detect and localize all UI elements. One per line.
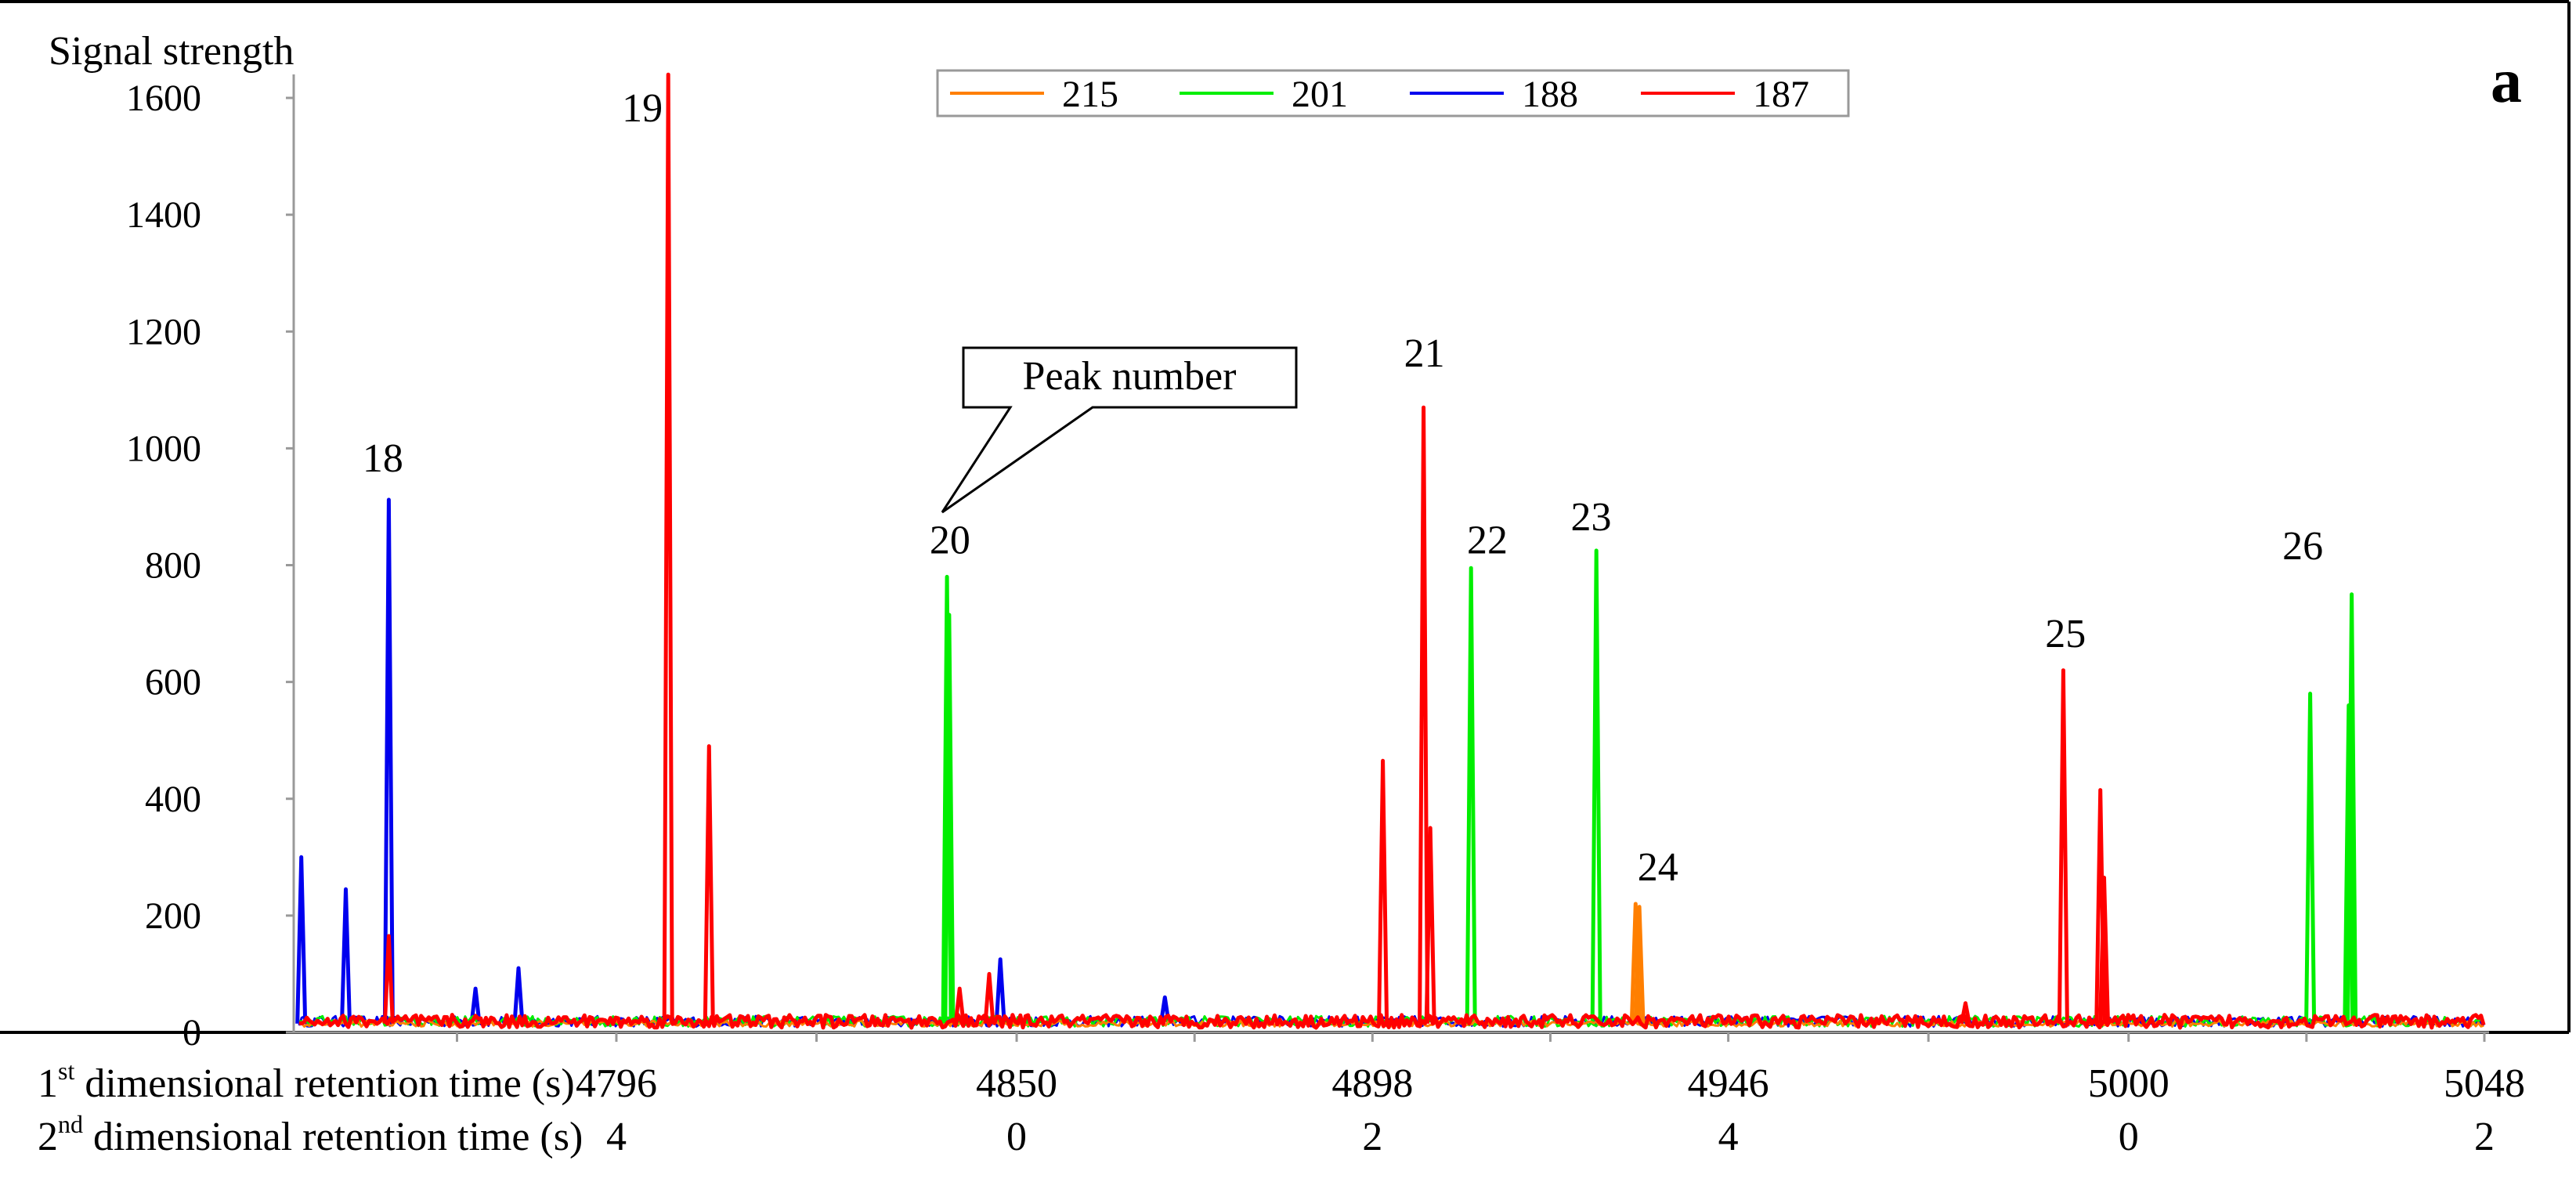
legend-label-187: 187 — [1753, 74, 1809, 115]
series-201-peak — [1465, 566, 1477, 1024]
y-axis-title: Signal strength — [49, 29, 294, 74]
traces — [295, 72, 2486, 1030]
series-187-peak — [2057, 668, 2069, 1024]
peak-label-18: 18 — [363, 436, 403, 481]
x-tick-label-row-1: 4946 — [1688, 1061, 1769, 1106]
series-187-peak — [1960, 1001, 1971, 1025]
legend-label-215: 215 — [1062, 74, 1118, 115]
series-187-peak — [382, 934, 395, 1024]
series-201-peak — [1590, 548, 1602, 1024]
series-188-peak — [994, 957, 1006, 1024]
series-201-peak — [2346, 592, 2358, 1024]
panel-letter: a — [2491, 47, 2522, 116]
x-tick-label-row-2: 0 — [1006, 1115, 1027, 1159]
callout-bubble — [941, 346, 1298, 514]
y-tick-label: 1200 — [126, 311, 201, 352]
legend-label-188: 188 — [1522, 74, 1578, 115]
series-187-peak — [2098, 875, 2110, 1024]
series-188-peak — [512, 966, 525, 1024]
x-tick-label-row-1: 4796 — [576, 1061, 657, 1106]
series-187-peak — [662, 72, 674, 1024]
series-187-baseline — [298, 1013, 2486, 1030]
series-187-peak — [953, 986, 966, 1025]
x-tick-label-row-2: 0 — [2119, 1115, 2139, 1159]
x-tick-label-row-2: 4 — [606, 1115, 627, 1159]
y-tick-label: 200 — [145, 895, 201, 937]
series-188-peak — [295, 855, 308, 1024]
series-187-peak — [1418, 405, 1430, 1024]
y-tick-label: 1600 — [126, 78, 201, 119]
y-tick-label: 1400 — [126, 194, 201, 236]
peak-label-19: 19 — [622, 86, 663, 131]
peak-label-20: 20 — [930, 519, 970, 563]
series-188-peak — [382, 497, 395, 1024]
y-tick-label: 0 — [182, 1012, 201, 1054]
legend: 215 201 188 187 — [936, 69, 1850, 117]
x-tick-marks — [455, 1032, 2486, 1042]
y-tick-label: 600 — [145, 662, 201, 703]
peak-number-callout: Peak number — [941, 346, 1298, 514]
x-axis-title-row-1: 1st dimensional retention time (s) — [38, 1057, 575, 1106]
x-tick-label-row-2: 2 — [1362, 1115, 1382, 1159]
x-tick-label-row-1: 5048 — [2444, 1061, 2525, 1106]
series-201-peak — [943, 613, 956, 1024]
x-axis-rows: 1st dimensional retention time (s) 4796 48… — [38, 1057, 2525, 1159]
series-187-peak — [983, 971, 995, 1024]
series-215-peak — [1633, 905, 1646, 1024]
peak-label-23: 23 — [1571, 495, 1612, 540]
y-tick-label: 800 — [145, 545, 201, 587]
series-188-peak — [469, 986, 482, 1025]
peak-label-26: 26 — [2282, 524, 2323, 569]
legend-label-201: 201 — [1292, 74, 1348, 115]
x-tick-label-row-1: 4898 — [1331, 1061, 1413, 1106]
y-tick-label: 1000 — [126, 428, 201, 469]
peak-label-21: 21 — [1404, 331, 1445, 376]
peak-label-24: 24 — [1638, 845, 1678, 890]
peak-label-22: 22 — [1467, 519, 1508, 563]
series-187-peak — [703, 744, 715, 1024]
x-tick-label-row-1: 5000 — [2088, 1061, 2170, 1106]
x-tick-label-row-1: 4850 — [976, 1061, 1057, 1106]
series-187-peak — [1424, 826, 1436, 1024]
series-188-peak — [340, 887, 352, 1024]
series-187-peak — [1377, 758, 1389, 1024]
series-201-peak — [2343, 703, 2355, 1024]
x-tick-label-row-2: 2 — [2474, 1115, 2495, 1159]
callout-text: Peak number — [1023, 354, 1237, 399]
y-ticks: 0 200 400 600 800 1000 1200 1400 1600 — [126, 78, 294, 1054]
x-tick-label-row-2: 4 — [1718, 1115, 1739, 1159]
x-axis-title-row-2: 2nd dimensional retention time (s) — [38, 1110, 583, 1159]
peak-labels: 18 19 20 21 22 23 24 25 26 — [363, 86, 2323, 890]
legend-box — [936, 69, 1850, 117]
y-tick-label: 400 — [145, 779, 201, 820]
series-201-peak — [2304, 692, 2317, 1024]
series-201-peak — [941, 574, 953, 1024]
peak-label-25: 25 — [2045, 612, 2086, 656]
